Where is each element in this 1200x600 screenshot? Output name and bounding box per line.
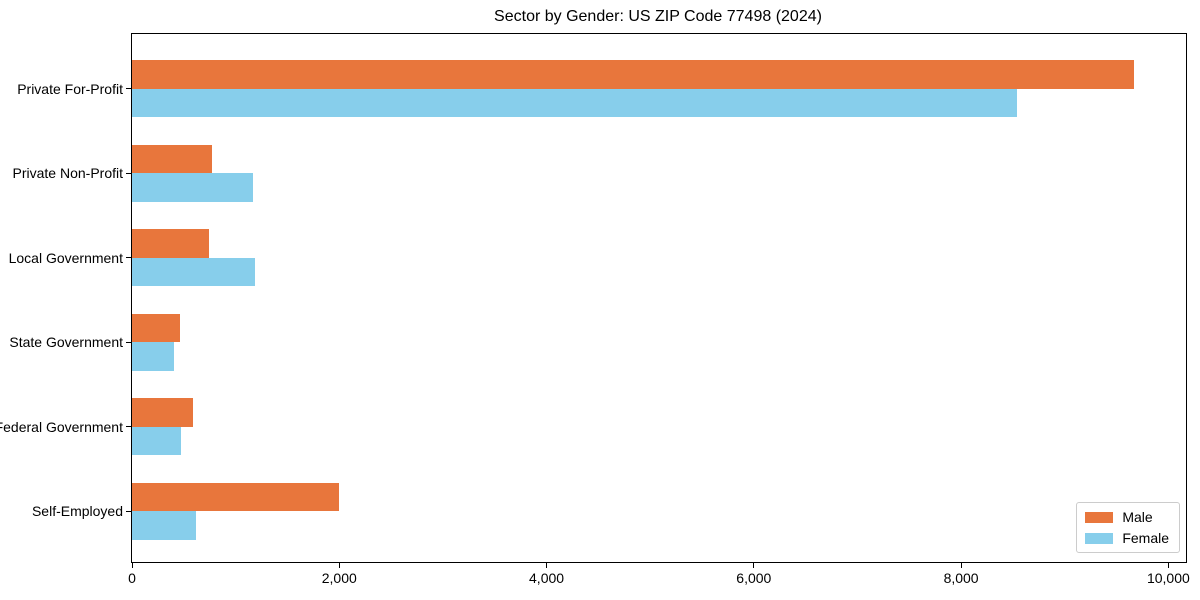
- y-label-state-government: State Government: [9, 334, 123, 350]
- x-tick-0: [131, 562, 133, 568]
- x-tick-6000: [753, 562, 755, 568]
- bar-female-private-for-profit: [132, 88, 1018, 117]
- x-tick-4000: [546, 562, 548, 568]
- bar-male-state-government: [132, 313, 180, 342]
- legend: Male Female: [1076, 502, 1180, 553]
- legend-entry-female: Female: [1085, 531, 1169, 545]
- legend-label-male: Male: [1122, 509, 1153, 525]
- bar-male-self-employed: [132, 482, 340, 511]
- y-tick-private-non-profit: [126, 172, 132, 174]
- x-tick-label-6000: 6,000: [736, 570, 772, 586]
- y-label-private-non-profit: Private Non-Profit: [12, 165, 123, 181]
- bar-female-self-employed: [132, 511, 197, 540]
- y-tick-federal-government: [126, 426, 132, 427]
- x-tick-label-2000: 2,000: [321, 570, 357, 586]
- plot-area: Private For-Profit Private Non-Profit Loca…: [0, 33, 1190, 586]
- x-tick-10000: [1167, 562, 1169, 568]
- bar-male-local-government: [132, 229, 209, 258]
- bar-male-private-for-profit: [132, 60, 1135, 89]
- y-label-local-government: Local Government: [8, 249, 123, 266]
- legend-entry-male: Male: [1085, 510, 1169, 524]
- bar-female-federal-government: [132, 426, 182, 455]
- bar-female-local-government: [132, 257, 255, 286]
- x-tick-label-10000: 10,000: [1146, 570, 1190, 586]
- x-tick-label-8000: 8,000: [943, 570, 979, 586]
- legend-label-female: Female: [1122, 530, 1169, 546]
- y-label-federal-government: Federal Government: [0, 418, 123, 435]
- y-tick-self-employed: [126, 510, 132, 512]
- chart-title: Sector by Gender: US ZIP Code 77498 (202…: [494, 8, 822, 25]
- bar-male-federal-government: [132, 398, 193, 427]
- legend-swatch-female: [1085, 532, 1114, 544]
- y-tick-state-government: [126, 341, 132, 343]
- y-tick-private-for-profit: [126, 88, 132, 89]
- y-tick-local-government: [126, 257, 132, 258]
- y-label-self-employed: Self-Employed: [31, 503, 123, 519]
- x-tick-label-0: 0: [128, 570, 136, 586]
- x-tick-8000: [960, 562, 962, 568]
- bar-female-private-non-profit: [132, 173, 254, 202]
- bar-female-state-government: [132, 342, 175, 371]
- legend-swatch-male: [1085, 511, 1114, 523]
- y-label-private-for-profit: Private For-Profit: [17, 80, 123, 97]
- bar-male-private-non-profit: [132, 144, 212, 173]
- x-tick-2000: [338, 562, 340, 568]
- x-tick-label-4000: 4,000: [529, 570, 565, 586]
